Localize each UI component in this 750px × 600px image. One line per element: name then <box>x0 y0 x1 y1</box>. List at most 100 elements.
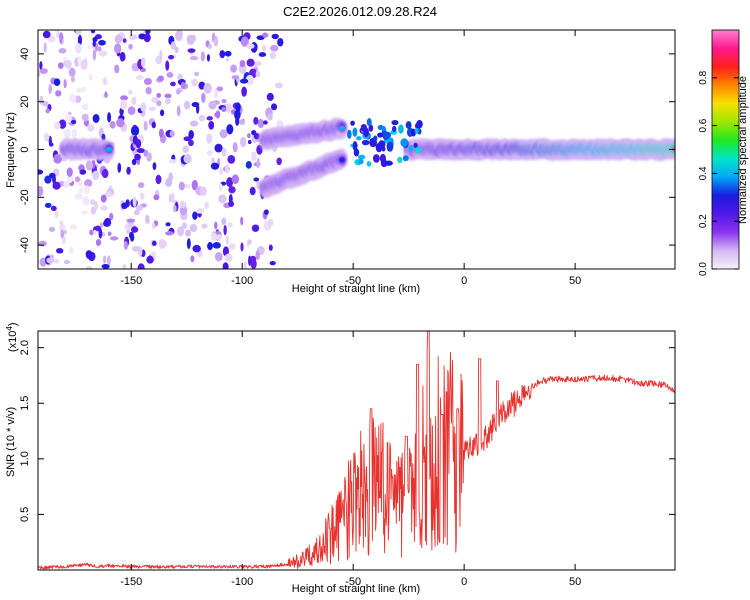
noise-blob <box>269 51 277 60</box>
noise-blob <box>76 87 83 94</box>
spectrogram-marks <box>38 30 675 269</box>
noise-blob <box>83 185 90 195</box>
noise-blob <box>179 201 187 209</box>
noise-blob <box>98 50 108 57</box>
band-main-band-core <box>672 146 675 152</box>
fragment-blob <box>366 118 372 126</box>
noise-blob <box>71 128 78 139</box>
noise-blob <box>189 55 199 61</box>
noise-blob <box>93 229 97 235</box>
snr-y-tick-label: 1.0 <box>19 451 31 466</box>
noise-blob <box>95 238 102 247</box>
spectrogram-x-axis-label: Height of straight line (km) <box>292 283 420 295</box>
fragment-blob <box>357 154 366 160</box>
noise-blob <box>178 181 185 191</box>
noise-blob <box>44 175 52 184</box>
noise-blob <box>271 33 279 40</box>
snr-y-multiplier: (x104) <box>5 322 19 352</box>
noise-blob <box>38 69 41 77</box>
noise-blob <box>63 180 70 189</box>
noise-blob <box>79 169 87 175</box>
noise-blob <box>228 243 236 250</box>
noise-blob <box>58 119 67 129</box>
noise-blob <box>246 43 255 49</box>
fragment-blob <box>347 129 352 139</box>
noise-blob <box>129 231 134 239</box>
noise-blob <box>66 167 73 177</box>
noise-blob <box>215 110 221 119</box>
colorbar-tick-label: 0.6 <box>698 118 709 132</box>
noise-blob <box>104 91 108 98</box>
noise-blob <box>192 211 198 220</box>
noise-blob <box>207 242 213 251</box>
fragment-blob <box>378 140 386 149</box>
noise-blob <box>148 106 156 111</box>
noise-blob <box>133 209 140 216</box>
noise-blob <box>143 33 151 43</box>
noise-blob <box>247 133 251 139</box>
fragment-blob <box>356 136 362 141</box>
noise-blob <box>231 75 239 80</box>
noise-blob <box>200 51 205 62</box>
noise-blob <box>69 93 77 103</box>
fragment-blob <box>380 159 388 168</box>
noise-blob <box>113 43 122 54</box>
noise-blob <box>92 170 100 181</box>
noise-blob <box>77 55 82 66</box>
noise-blob <box>145 86 152 95</box>
fragment-blob <box>352 127 358 137</box>
noise-blob <box>89 199 96 206</box>
noise-blob <box>261 45 267 52</box>
noise-blob <box>224 253 233 263</box>
svg-text:(x104): (x104) <box>5 322 19 352</box>
noise-blob <box>165 178 173 187</box>
noise-blob <box>276 157 282 166</box>
noise-blob <box>99 222 103 228</box>
spectrogram-y-ticks: -40 -20 0 20 40 <box>19 48 675 253</box>
noise-blob <box>140 56 146 68</box>
noise-blob <box>131 226 139 233</box>
noise-blob <box>63 229 67 235</box>
snr-y-ticks: 0.5 1.0 1.5 2.0 <box>19 340 675 522</box>
noise-blob <box>262 32 269 38</box>
noise-blob <box>109 121 116 129</box>
noise-blob <box>176 89 181 95</box>
noise-blob <box>152 162 157 170</box>
noise-blob <box>208 120 215 130</box>
noise-blob <box>145 214 150 223</box>
noise-blob <box>136 148 146 154</box>
noise-blob <box>170 81 176 87</box>
snr-x-tick-label: -100 <box>231 576 253 588</box>
noise-blob <box>107 231 112 237</box>
noise-blob <box>85 266 93 269</box>
noise-blob <box>218 194 227 204</box>
noise-blob <box>257 118 265 128</box>
noise-blob <box>203 82 212 94</box>
noise-blob <box>234 109 241 120</box>
noise-blob <box>78 187 83 194</box>
noise-blob <box>231 174 240 185</box>
noise-blob <box>164 93 172 99</box>
band-left-band-core <box>106 146 113 152</box>
noise-blob <box>87 45 92 50</box>
noise-blob <box>45 108 50 114</box>
noise-blob <box>214 143 223 153</box>
noise-blob <box>100 205 108 211</box>
noise-blob <box>251 224 260 232</box>
noise-blob <box>262 120 268 125</box>
fragment-blob <box>379 125 384 130</box>
noise-blob <box>54 258 60 264</box>
noise-blob <box>126 229 130 234</box>
noise-blob <box>195 103 200 114</box>
noise-blob <box>134 153 141 161</box>
noise-blob <box>169 130 175 137</box>
snr-panel: -150 -100 -50 0 50 0.5 1.0 1.5 2.0 Height of st… <box>5 322 676 595</box>
noise-blob <box>187 48 196 53</box>
noise-blob <box>38 240 47 247</box>
colorbar: 0.0 0.2 0.4 0.6 0.8 Normalized spectral ampl… <box>698 29 749 276</box>
noise-blob <box>131 245 141 252</box>
noise-blob <box>219 50 226 59</box>
noise-blob <box>68 67 76 77</box>
noise-blob <box>267 219 274 227</box>
noise-blob <box>185 229 192 237</box>
